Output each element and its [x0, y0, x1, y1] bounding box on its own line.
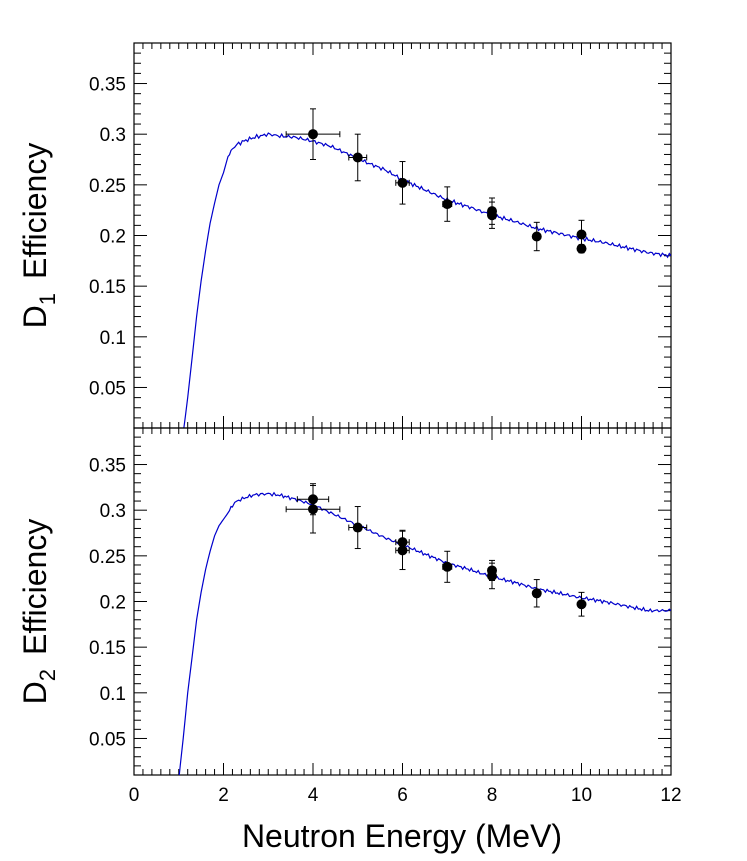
y-axis-title: D2 Efficiency — [17, 519, 60, 705]
data-marker — [397, 177, 408, 188]
y-axis-title-main: D — [17, 681, 53, 704]
plot-frame — [133, 42, 672, 429]
data-point — [395, 530, 410, 571]
y-axis-title-text: Efficiency — [17, 519, 53, 655]
y-axis-title-main: D — [17, 305, 53, 328]
x-tick-label: 6 — [397, 785, 408, 806]
data-point — [442, 186, 453, 222]
data-point — [442, 550, 453, 583]
simulation-curve — [183, 132, 671, 428]
y-tick-label: 0.25 — [89, 547, 126, 568]
data-marker — [487, 570, 497, 581]
y-tick-label: 0.2 — [100, 593, 126, 614]
x-axis-title: Neutron Energy (MeV) — [242, 818, 562, 854]
data-marker — [352, 522, 363, 533]
data-marker — [531, 588, 542, 599]
y-tick-label: 0.25 — [89, 176, 126, 197]
panel-d1-efficiency: 0.05 0.1 0.15 0.2 0.25 0.3 0.35 D1 Efficiency — [17, 42, 672, 429]
data-marker — [308, 504, 318, 515]
y-tick-label: 0.35 — [89, 456, 126, 477]
data-point — [285, 108, 341, 161]
y-tick-label: 0.1 — [100, 684, 126, 705]
x-tick-label: 4 — [308, 785, 319, 806]
x-axis-tick-labels: 0 2 4 6 8 10 12 — [129, 785, 682, 806]
x-tick-label: 2 — [218, 785, 229, 806]
data-marker — [397, 545, 408, 556]
y-axis-title-text: Efficiency — [17, 143, 53, 279]
data-marker — [576, 229, 587, 240]
x-tick-label: 12 — [660, 785, 681, 806]
data-marker — [352, 152, 363, 163]
y-tick-label: 0.15 — [89, 638, 126, 659]
y-tick-label: 0.15 — [89, 277, 126, 298]
data-marker — [576, 243, 587, 254]
data-marker — [308, 129, 318, 140]
data-point — [576, 243, 587, 254]
data-point — [348, 133, 368, 182]
panel-d2-efficiency: 0.05 0.1 0.15 0.2 0.25 0.3 0.35 D2 Efficiency — [17, 427, 672, 776]
y-tick-label: 0.05 — [89, 378, 126, 399]
y-tick-label: 0.3 — [100, 125, 126, 146]
data-point — [285, 485, 341, 534]
data-point — [395, 161, 410, 205]
y-tick-label: 0.05 — [89, 729, 126, 750]
data-marker — [576, 599, 587, 610]
x-tick-label: 10 — [571, 785, 592, 806]
y-tick-label: 0.2 — [100, 227, 126, 248]
data-point — [348, 506, 368, 550]
x-tick-label: 8 — [487, 785, 498, 806]
data-marker — [442, 561, 453, 572]
data-marker — [531, 231, 542, 242]
data-marker — [487, 210, 497, 221]
simulation-curve — [178, 491, 671, 775]
plot-frame — [133, 427, 672, 776]
y-tick-label: 0.35 — [89, 75, 126, 96]
data-point — [576, 591, 587, 617]
y-axis-title-subscript: 1 — [35, 293, 60, 305]
data-point — [487, 562, 497, 590]
x-tick-label: 0 — [129, 785, 140, 806]
y-tick-label: 0.3 — [100, 501, 126, 522]
y-tick-label: 0.1 — [100, 328, 126, 349]
y-axis-title-subscript: 2 — [35, 669, 60, 681]
data-marker — [442, 199, 453, 210]
data-point — [487, 201, 497, 229]
data-point — [531, 221, 542, 252]
y-axis-title: D1 Efficiency — [17, 143, 60, 329]
data-point — [531, 579, 542, 608]
